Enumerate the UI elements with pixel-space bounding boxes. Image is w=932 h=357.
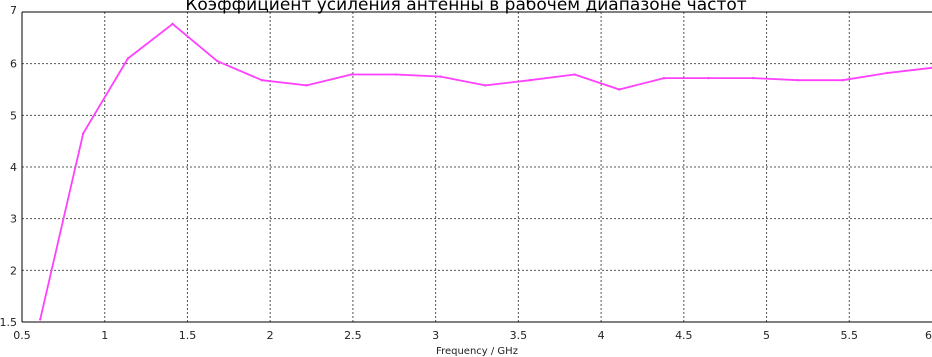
series-layer: [39, 22, 932, 321]
data-point: [662, 76, 666, 80]
y-tick-labels: 1.5 2 3 4 5 6 7: [0, 4, 17, 329]
x-tick-label: 2: [267, 329, 274, 342]
x-tick-label: 2.5: [344, 329, 362, 342]
x-axis-label: Frequency / GHz: [436, 346, 518, 357]
x-tick-label: 0.5: [13, 329, 31, 342]
x-tick-label: 4: [598, 329, 605, 342]
x-tick-label: 1: [101, 329, 108, 342]
data-point: [752, 76, 755, 80]
x-tick-labels: 0.5 1 1.5 2 2.5 3 3.5 4 4.5 5 5.5 6: [13, 329, 932, 342]
x-tick-label: 1.5: [179, 329, 197, 342]
data-point: [39, 318, 42, 321]
axes: [21, 11, 932, 323]
data-point: [305, 84, 308, 87]
y-tick-label: 2: [10, 264, 17, 277]
x-tick-label: 4.5: [675, 329, 693, 342]
data-point: [796, 79, 800, 82]
x-tick-label: 5: [763, 329, 770, 342]
data-point: [260, 79, 264, 82]
data-point: [394, 73, 398, 76]
data-point: [618, 88, 621, 91]
data-point: [171, 22, 174, 26]
x-tick-label: 6: [925, 329, 932, 342]
chart-title: Коэффициент усиления антенны в рабочем д…: [185, 0, 747, 15]
data-point: [841, 79, 844, 82]
data-point: [126, 57, 130, 60]
data-point: [707, 76, 710, 80]
data-point: [82, 132, 85, 135]
data-point: [528, 79, 532, 82]
series-line: [39, 22, 932, 320]
x-tick-label: 5.5: [841, 329, 859, 342]
grid: [22, 12, 932, 322]
x-tick-label: 3.5: [510, 329, 528, 342]
y-tick-label: 1.5: [0, 316, 17, 329]
y-tick-label: 4: [10, 161, 17, 174]
data-point: [216, 59, 219, 63]
data-point: [439, 75, 442, 78]
data-point: [350, 73, 353, 76]
data-point: [886, 71, 889, 75]
y-tick-label: 7: [10, 4, 17, 17]
data-point: [484, 84, 487, 87]
y-tick-label: 5: [10, 109, 17, 122]
y-tick-label: 3: [10, 213, 17, 226]
y-tick-label: 6: [10, 58, 17, 71]
data-point: [573, 73, 576, 76]
x-tick-label: 3: [432, 329, 439, 342]
